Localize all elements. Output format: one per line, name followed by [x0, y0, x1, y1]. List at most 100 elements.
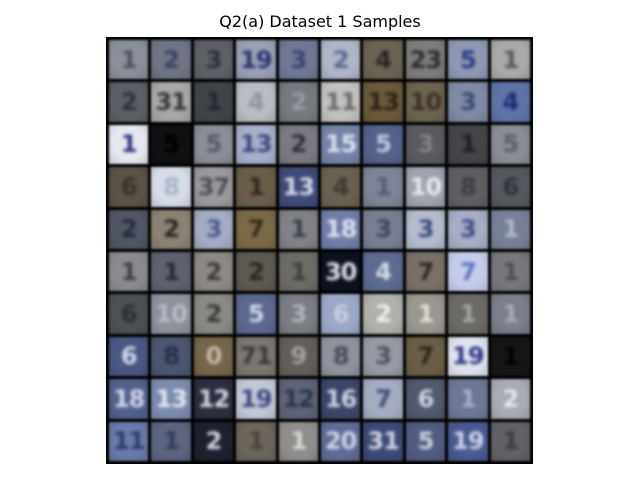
sample-tile: 30	[321, 252, 361, 292]
sample-digit-glyph: 13	[367, 88, 399, 117]
sample-tile: 3	[363, 336, 403, 377]
sample-tile: 11	[321, 82, 361, 122]
sample-digit-glyph: 13	[240, 130, 272, 159]
sample-digit-glyph: 3	[375, 215, 392, 244]
sample-digit-glyph: 12	[282, 384, 315, 413]
sample-digit-glyph: 2	[163, 215, 180, 244]
sample-digit-glyph: 5	[163, 130, 180, 159]
sample-digit-glyph: 5	[205, 130, 223, 159]
sample-digit-glyph: 5	[248, 300, 265, 329]
sample-digit-glyph: 3	[460, 215, 477, 244]
sample-tile: 1	[236, 421, 276, 461]
sample-tile: 3	[448, 82, 488, 122]
sample-tile: 1	[448, 294, 488, 334]
sample-tile: 1	[236, 167, 276, 207]
sample-digit-glyph: 5	[502, 130, 519, 159]
sample-digit-glyph: 1	[205, 88, 223, 117]
sample-tile: 2	[363, 294, 403, 334]
sample-tile: 8	[151, 167, 191, 207]
sample-digit-glyph: 1	[502, 300, 519, 329]
sample-digit-glyph: 10	[409, 172, 442, 201]
sample-tile: 1	[278, 252, 318, 292]
sample-digit-glyph: 1	[120, 257, 138, 286]
sample-tile: 2	[109, 82, 149, 122]
sample-tile: 10	[151, 294, 191, 334]
sample-digit-glyph: 11	[324, 88, 357, 117]
sample-digit-glyph: 3	[205, 45, 223, 74]
sample-tile: 12	[278, 379, 318, 419]
sample-tile: 2	[321, 40, 361, 80]
sample-digit-glyph: 2	[120, 88, 138, 117]
sample-tile: 1	[490, 209, 530, 249]
sample-digit-glyph: 7	[417, 257, 435, 286]
sample-digit-glyph: 2	[375, 300, 392, 329]
sample-tile: 2	[193, 252, 234, 292]
sample-tile: 3	[193, 40, 234, 80]
sample-tile: 3	[363, 209, 403, 249]
sample-tile: 3	[278, 40, 318, 80]
sample-digit-glyph: 4	[248, 88, 265, 117]
sample-tile: 13	[278, 167, 318, 207]
sample-digit-glyph: 16	[324, 384, 357, 413]
sample-digit-glyph: 18	[112, 384, 145, 413]
sample-tile: 6	[321, 294, 361, 334]
sample-tile: 18	[109, 379, 149, 419]
sample-tile: 5	[363, 124, 403, 165]
sample-tile: 4	[321, 167, 361, 207]
sample-digit-glyph: 4	[375, 257, 392, 286]
sample-tile: 0	[193, 336, 234, 377]
sample-digit-glyph: 0	[205, 342, 223, 371]
sample-tile: 8	[151, 336, 191, 377]
sample-digit-glyph: 1	[290, 215, 307, 244]
sample-digit-glyph: 6	[120, 300, 138, 329]
sample-digit-glyph: 2	[205, 300, 223, 329]
sample-digit-glyph: 3	[290, 45, 307, 74]
sample-tile: 9	[278, 336, 318, 377]
sample-tile: 2	[236, 252, 276, 292]
sample-digit-glyph: 11	[112, 427, 145, 456]
sample-digit-glyph: 8	[460, 172, 477, 201]
sample-digit-glyph: 7	[248, 215, 265, 244]
sample-digit-glyph: 2	[332, 45, 350, 74]
sample-digit-glyph: 3	[205, 215, 223, 244]
sample-digit-glyph: 6	[120, 342, 138, 371]
sample-digit-glyph: 1	[290, 427, 307, 456]
sample-tile: 1	[448, 379, 488, 419]
sample-tile: 5	[490, 124, 530, 165]
sample-tile: 1	[448, 124, 488, 165]
sample-digit-glyph: 13	[282, 172, 315, 201]
sample-tile: 4	[363, 252, 403, 292]
sample-digit-glyph: 2	[205, 427, 223, 456]
sample-tile: 4	[490, 82, 530, 122]
sample-digit-glyph: 31	[155, 88, 187, 117]
sample-tile: 2	[151, 40, 191, 80]
sample-tile: 19	[448, 336, 488, 377]
sample-tile: 2	[278, 82, 318, 122]
sample-digit-glyph: 1	[502, 427, 519, 456]
sample-tile: 7	[405, 336, 446, 377]
sample-digit-glyph: 20	[324, 427, 357, 456]
sample-tile: 13	[236, 124, 276, 165]
sample-tile: 2	[490, 379, 530, 419]
sample-digit-glyph: 2	[290, 130, 307, 159]
sample-tile: 5	[448, 40, 488, 80]
sample-digit-glyph: 1	[290, 257, 307, 286]
sample-digit-glyph: 4	[332, 172, 350, 201]
sample-tile: 7	[448, 252, 488, 292]
sample-digit-glyph: 1	[502, 257, 519, 286]
sample-digit-glyph: 3	[460, 88, 477, 117]
sample-digit-glyph: 23	[409, 45, 442, 74]
sample-digit-glyph: 15	[324, 130, 357, 159]
sample-tile: 1	[109, 124, 149, 165]
sample-digit-glyph: 1	[502, 215, 519, 244]
sample-tile: 1	[278, 421, 318, 461]
sample-digit-glyph: 3	[290, 300, 307, 329]
sample-digit-glyph: 3	[375, 342, 392, 371]
sample-tile: 18	[321, 209, 361, 249]
sample-digit-glyph: 3	[417, 130, 435, 159]
sample-digit-glyph: 3	[417, 215, 435, 244]
sample-tile: 1	[490, 336, 530, 377]
sample-tile: 2	[193, 294, 234, 334]
sample-tile: 1	[151, 421, 191, 461]
sample-digit-glyph: 18	[324, 215, 357, 244]
